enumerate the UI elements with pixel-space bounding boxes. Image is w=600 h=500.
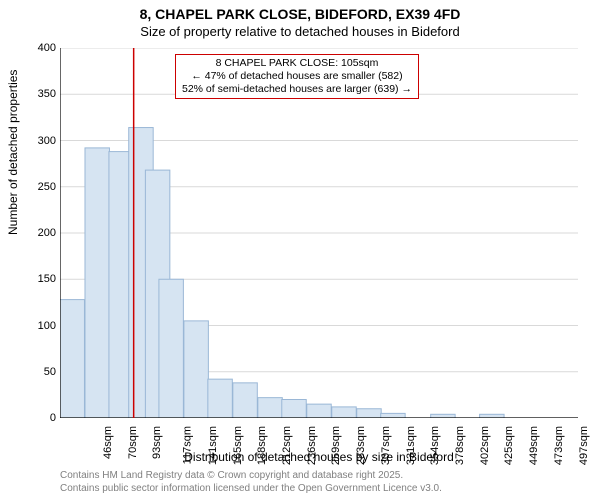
histogram-svg — [60, 48, 578, 418]
y-tick-label: 150 — [26, 273, 56, 285]
annotation-box: 8 CHAPEL PARK CLOSE: 105sqm ← 47% of det… — [175, 54, 419, 99]
title-sub: Size of property relative to detached ho… — [0, 22, 600, 39]
chart-container: 8, CHAPEL PARK CLOSE, BIDEFORD, EX39 4FD… — [0, 0, 600, 500]
y-tick-label: 250 — [26, 181, 56, 193]
annotation-line-3: 52% of semi-detached houses are larger (… — [182, 83, 412, 96]
y-tick-label: 100 — [26, 320, 56, 332]
y-tick-label: 350 — [26, 88, 56, 100]
y-tick-label: 0 — [26, 412, 56, 424]
y-tick-label: 400 — [26, 42, 56, 54]
y-tick-label: 300 — [26, 135, 56, 147]
y-tick-label: 200 — [26, 227, 56, 239]
attribution-line-2: Contains public sector information licen… — [60, 483, 442, 496]
plot-area: 8 CHAPEL PARK CLOSE: 105sqm ← 47% of det… — [60, 48, 578, 418]
annotation-line-2: ← 47% of detached houses are smaller (58… — [182, 70, 412, 83]
annotation-line-1: 8 CHAPEL PARK CLOSE: 105sqm — [182, 57, 412, 70]
attribution-line-1: Contains HM Land Registry data © Crown c… — [60, 470, 442, 483]
x-tick-label: 497sqm — [578, 426, 590, 465]
x-axis-label: Distribution of detached houses by size … — [60, 450, 578, 464]
title-main: 8, CHAPEL PARK CLOSE, BIDEFORD, EX39 4FD — [0, 0, 600, 22]
y-tick-label: 50 — [26, 366, 56, 378]
attribution: Contains HM Land Registry data © Crown c… — [60, 470, 442, 495]
y-axis-label: Number of detached properties — [6, 70, 20, 235]
